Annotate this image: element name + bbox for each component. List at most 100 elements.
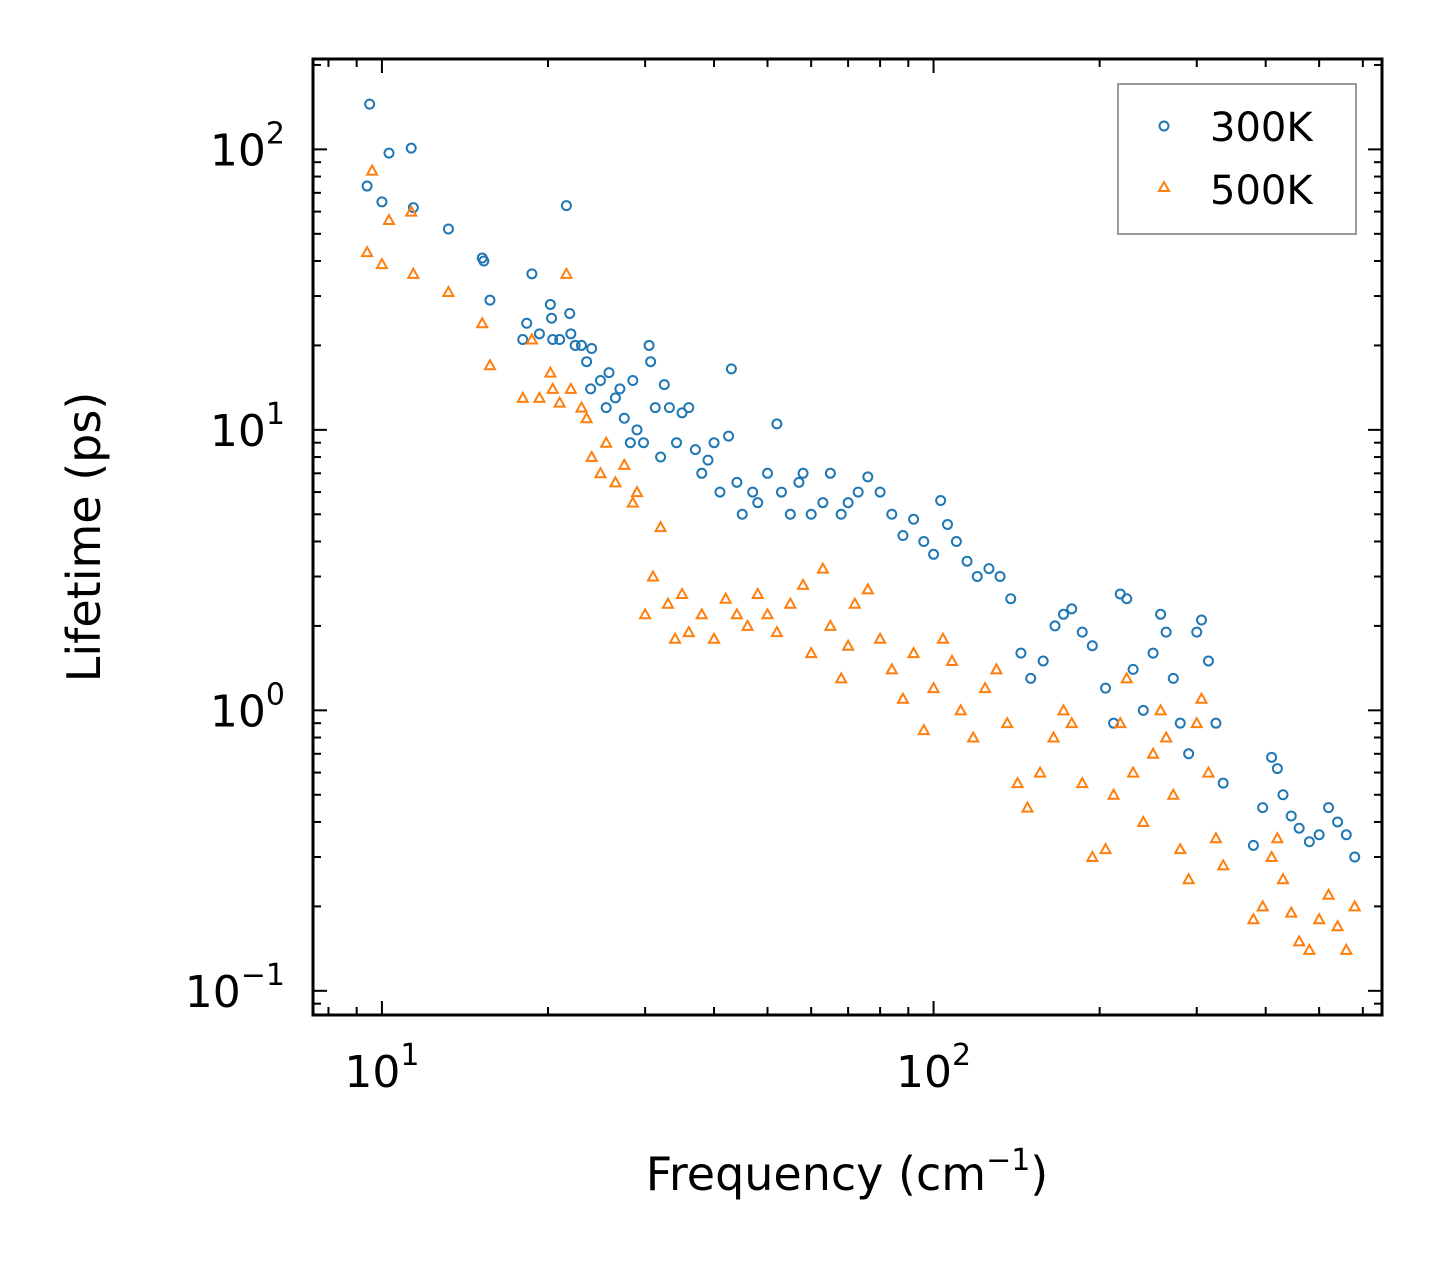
plot-points — [360, 98, 1362, 955]
legend-marker-500k — [1157, 179, 1171, 192]
data-point — [1209, 831, 1223, 844]
data-point — [543, 365, 558, 378]
data-point — [668, 631, 682, 644]
data-point — [942, 518, 954, 530]
data-point — [574, 400, 589, 413]
series-300k — [361, 98, 1361, 863]
data-point — [971, 571, 983, 583]
data-point — [1076, 626, 1088, 638]
tick-labels: 101 102 10−1 100 101 102 — [185, 116, 971, 1098]
data-point — [630, 485, 644, 498]
data-point — [1246, 912, 1261, 925]
data-point — [966, 730, 980, 743]
data-point — [631, 424, 643, 436]
data-point — [978, 681, 992, 694]
data-point — [725, 363, 737, 375]
data-point — [1323, 802, 1335, 814]
data-point — [533, 328, 545, 340]
data-point — [585, 383, 597, 395]
data-point — [841, 638, 855, 651]
data-point — [1159, 730, 1173, 743]
data-point — [1136, 814, 1151, 827]
y-tick-label: 10−1 — [185, 958, 285, 1018]
data-point — [575, 339, 587, 351]
plot-frame — [311, 57, 1384, 1017]
data-point — [936, 631, 950, 644]
data-point — [834, 671, 848, 684]
data-point — [579, 411, 594, 424]
data-point — [695, 607, 709, 620]
y-tick-label: 101 — [210, 397, 285, 457]
data-point — [1174, 717, 1186, 729]
data-point — [552, 395, 567, 408]
data-point — [793, 476, 805, 488]
data-point — [1015, 647, 1027, 659]
data-point — [565, 328, 577, 340]
data-point — [747, 486, 759, 498]
data-point — [775, 486, 787, 498]
legend: 300K 500K — [1117, 83, 1357, 235]
data-point — [638, 437, 650, 449]
data-point — [1340, 829, 1352, 841]
data-point — [603, 367, 615, 379]
x-tick-label: 101 — [344, 1038, 419, 1098]
data-point — [554, 333, 566, 345]
data-point — [1098, 842, 1113, 855]
data-point — [719, 591, 733, 604]
data-point — [1264, 849, 1279, 863]
data-point — [638, 607, 652, 620]
data-point — [382, 212, 396, 226]
data-point — [1202, 655, 1214, 667]
data-point — [646, 569, 660, 582]
data-point — [675, 586, 689, 599]
data-point — [618, 412, 630, 424]
data-point — [671, 437, 683, 449]
data-point — [1106, 787, 1121, 800]
data-point — [896, 691, 910, 704]
data-point — [521, 317, 533, 329]
data-point — [1332, 816, 1344, 828]
data-point — [1210, 717, 1222, 729]
data-point — [593, 466, 608, 479]
data-point — [375, 257, 389, 270]
data-point — [752, 497, 764, 509]
data-point — [609, 392, 621, 404]
legend-marker-300k — [1158, 120, 1170, 132]
data-point — [696, 467, 708, 479]
data-point — [1153, 703, 1168, 716]
data-point — [649, 402, 661, 414]
data-point — [478, 255, 490, 267]
data-point — [707, 631, 721, 644]
data-point — [842, 497, 854, 509]
data-point — [989, 662, 1004, 675]
data-point — [852, 486, 864, 498]
data-point — [1277, 789, 1289, 801]
data-point — [783, 596, 798, 609]
data-point — [762, 467, 774, 479]
data-point — [784, 508, 796, 520]
data-point — [824, 467, 836, 479]
data-point — [1113, 716, 1127, 729]
data-point — [653, 520, 668, 533]
data-point — [1126, 765, 1140, 778]
data-point — [517, 333, 529, 345]
data-point — [1181, 872, 1196, 885]
data-point — [1056, 703, 1071, 716]
data-point — [655, 451, 667, 463]
data-point — [1075, 776, 1089, 789]
data-point — [804, 646, 818, 659]
data-point — [708, 437, 720, 449]
data-point — [661, 596, 675, 609]
data-point — [569, 339, 581, 351]
data-point — [1321, 887, 1336, 900]
data-point — [862, 471, 874, 483]
data-point — [360, 245, 374, 258]
data-point — [885, 662, 899, 675]
data-point — [682, 625, 696, 638]
data-point — [1271, 763, 1283, 775]
data-point — [926, 681, 941, 694]
data-point — [1216, 858, 1230, 871]
data-point — [1020, 800, 1035, 813]
data-point — [643, 339, 655, 351]
data-point — [516, 390, 530, 403]
